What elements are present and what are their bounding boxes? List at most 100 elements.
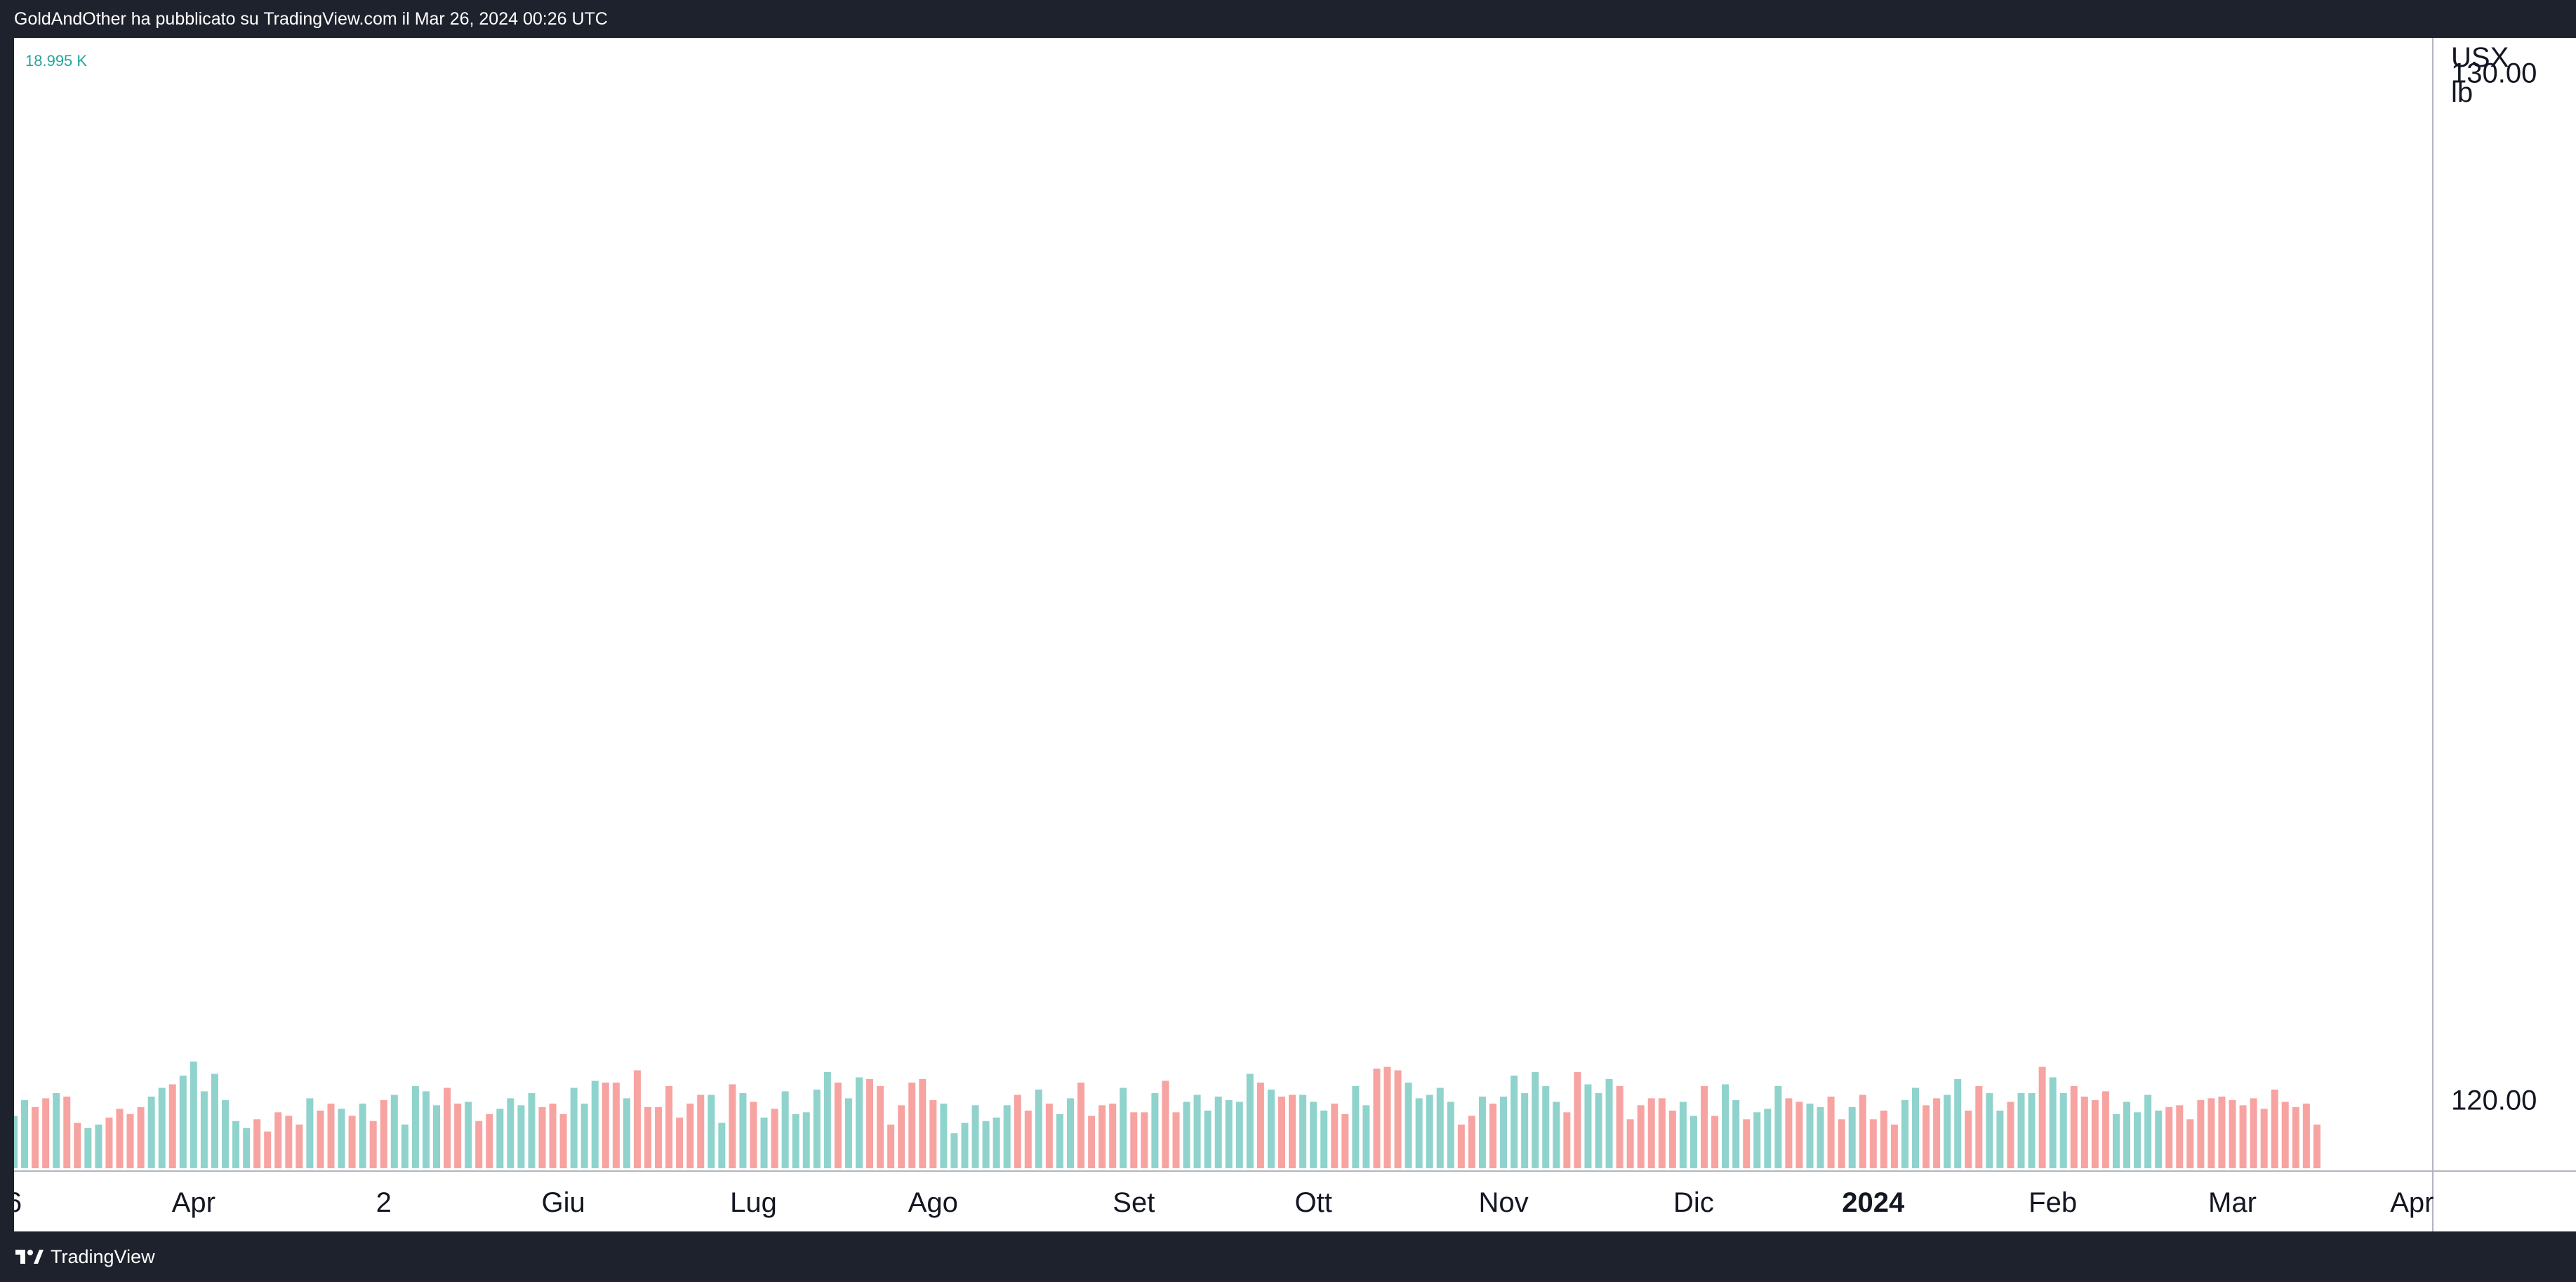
volume-bar xyxy=(1478,1096,1486,1168)
volume-bar xyxy=(147,1096,155,1168)
volume-bar xyxy=(2123,1102,2130,1168)
volume-bar xyxy=(1299,1095,1307,1168)
volume-bar xyxy=(168,1084,176,1168)
time-tick-label: 2024 xyxy=(1842,1187,1905,1218)
volume-bar xyxy=(602,1082,609,1168)
time-tick-label: Giu xyxy=(541,1187,585,1218)
volume-bar xyxy=(1383,1066,1391,1168)
volume-bar xyxy=(243,1128,251,1168)
price-unit-currency: USX xyxy=(2451,42,2509,73)
price-unit-weight: lb xyxy=(2451,77,2474,108)
volume-bar xyxy=(486,1114,493,1168)
volume-bar xyxy=(285,1116,293,1168)
volume-bar xyxy=(676,1117,684,1168)
volume-bar xyxy=(1415,1098,1423,1168)
volume-bar xyxy=(1743,1119,1751,1168)
volume-bar xyxy=(317,1110,324,1168)
volume-bar xyxy=(1574,1072,1581,1168)
volume-bar xyxy=(2186,1119,2194,1168)
volume-bar xyxy=(887,1124,895,1168)
time-tick-label: Feb xyxy=(2029,1187,2077,1218)
volume-bar xyxy=(74,1123,81,1168)
volume-bar xyxy=(264,1131,272,1168)
publish-header: GoldAndOther ha pubblicato su TradingVie… xyxy=(0,0,2576,38)
volume-bar xyxy=(2250,1098,2257,1168)
volume-bar xyxy=(327,1103,335,1168)
volume-bar xyxy=(919,1078,927,1168)
volume-bar xyxy=(517,1105,525,1168)
volume-bar xyxy=(1774,1085,1782,1168)
price-tick-label: 120.00 xyxy=(2451,1085,2537,1116)
volume-bar xyxy=(760,1117,768,1168)
volume-bar xyxy=(1996,1110,2004,1168)
volume-bar xyxy=(2007,1102,2014,1168)
volume-bar xyxy=(1689,1116,1697,1168)
publish-info: GoldAndOther ha pubblicato su TradingVie… xyxy=(14,9,608,29)
volume-bar xyxy=(1795,1102,1803,1168)
volume-bar xyxy=(274,1112,282,1168)
footer-bar: TradingView xyxy=(0,1231,2576,1282)
volume-bar xyxy=(359,1103,366,1168)
chart-frame[interactable]: 120.00130.00140.00150.00160.00170.00180.… xyxy=(14,38,2576,1231)
volume-bar xyxy=(633,1070,641,1168)
volume-bar xyxy=(1532,1072,1539,1168)
volume-bar xyxy=(2134,1112,2142,1168)
volume-bar xyxy=(444,1088,451,1168)
volume-bar xyxy=(1965,1110,1972,1168)
volume-bar xyxy=(2017,1092,2025,1168)
volume-bar xyxy=(1511,1075,1518,1168)
volume-bar xyxy=(2070,1085,2078,1168)
volume-bar xyxy=(538,1106,546,1168)
volume-bar xyxy=(137,1106,145,1168)
volume-bar xyxy=(179,1075,187,1168)
volume-bar xyxy=(708,1095,715,1168)
volume-bar xyxy=(42,1098,50,1168)
volume-bar xyxy=(105,1117,113,1168)
volume-bar xyxy=(2271,1089,2278,1168)
volume-bar xyxy=(1764,1109,1772,1168)
volume-bar xyxy=(1563,1112,1571,1168)
volume-bar xyxy=(1310,1102,1317,1168)
volume-bar xyxy=(1151,1092,1159,1168)
volume-bar xyxy=(1605,1078,1613,1168)
volume-bar xyxy=(1436,1088,1444,1168)
time-tick-label: 2 xyxy=(376,1187,392,1218)
volume-bar xyxy=(2292,1106,2299,1168)
volume-bar xyxy=(781,1091,789,1168)
volume-bar xyxy=(200,1091,208,1168)
volume-bar xyxy=(1362,1105,1370,1168)
volume-bar xyxy=(1447,1102,1454,1168)
volume-bar xyxy=(739,1092,747,1168)
volume-bar xyxy=(1394,1070,1402,1168)
volume-bar xyxy=(1109,1103,1117,1168)
volume-bar xyxy=(1817,1106,1824,1168)
volume-bar xyxy=(95,1124,102,1168)
volume-bar xyxy=(612,1082,620,1168)
tradingview-brand[interactable]: TradingView xyxy=(15,1244,155,1269)
volume-bar xyxy=(84,1128,92,1168)
volume-bar xyxy=(580,1103,588,1168)
volume-bar xyxy=(1468,1116,1475,1168)
time-tick-label: Apr xyxy=(2390,1187,2434,1218)
volume-bar xyxy=(750,1102,757,1168)
volume-bar xyxy=(338,1109,345,1168)
volume-bar xyxy=(116,1109,124,1168)
volume-bar xyxy=(1658,1098,1666,1168)
volume-bar xyxy=(950,1133,958,1168)
volume-bar xyxy=(306,1098,314,1168)
volume-bar xyxy=(1352,1085,1360,1168)
tradingview-logo-icon xyxy=(15,1250,44,1264)
volume-bar xyxy=(1162,1081,1169,1168)
candlestick-chart[interactable]: 120.00130.00140.00150.00160.00170.00180.… xyxy=(14,38,2576,1231)
volume-bar xyxy=(2302,1103,2310,1168)
volume-bar xyxy=(655,1106,663,1168)
volume-bar xyxy=(1045,1103,1053,1168)
volume-bar xyxy=(1753,1112,1761,1168)
volume-bar xyxy=(1193,1095,1201,1168)
volume-bar xyxy=(898,1105,905,1168)
volume-bar xyxy=(844,1098,852,1168)
volume-bar xyxy=(771,1109,778,1168)
volume-bar xyxy=(253,1119,261,1168)
time-tick-label: Lug xyxy=(730,1187,777,1218)
volume-bar xyxy=(823,1072,831,1168)
